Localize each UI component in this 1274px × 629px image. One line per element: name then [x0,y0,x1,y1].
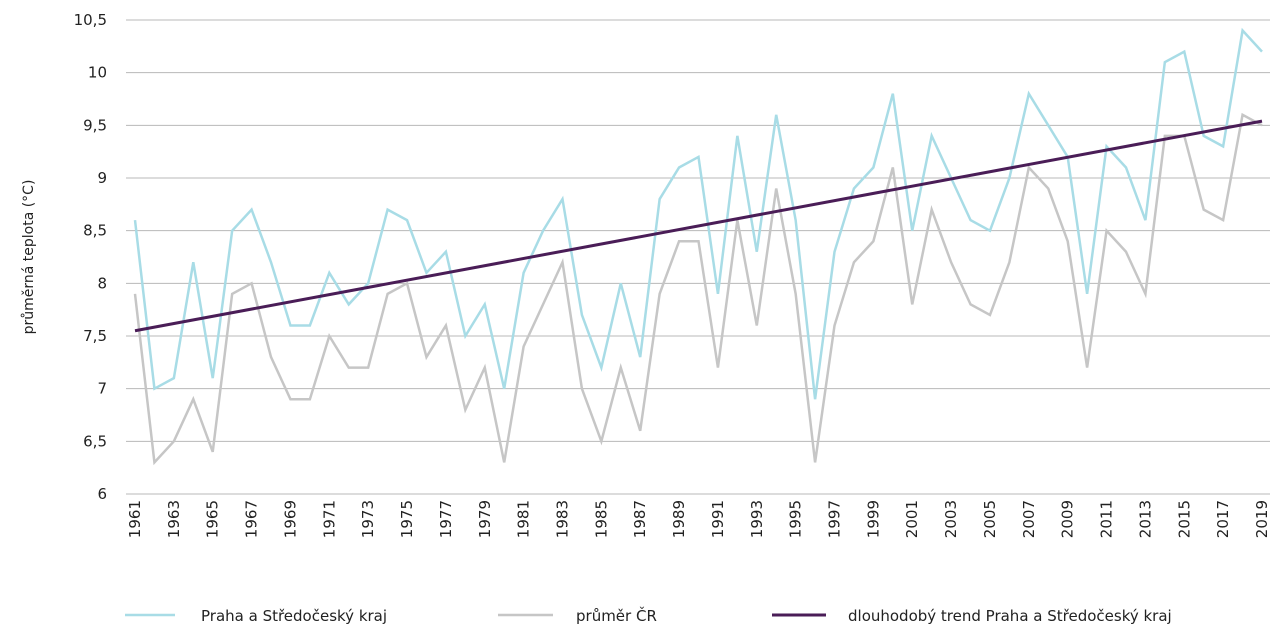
y-tick-label: 10 [88,64,107,82]
x-axis-ticks: 1961 1963 1965 1967 1969 1971 1973 1975 1977 1979… [126,500,1271,538]
x-tick-label: 1979 [476,500,494,538]
x-tick-label: 2009 [1059,500,1077,538]
x-tick-label: 1991 [709,500,727,538]
x-tick-label: 1999 [864,500,882,538]
x-tick-label: 1989 [670,500,688,538]
series-line-0 [133,27,1263,400]
grid-lines [126,19,1270,495]
legend-label: průměr ČR [576,606,657,625]
x-tick-label: 1973 [359,500,377,538]
y-tick-label: 9,5 [83,116,107,134]
x-tick-label: 1993 [748,500,766,538]
x-tick-label: 2015 [1175,500,1193,538]
x-tick-label: 2007 [1020,500,1038,538]
x-tick-label: 1971 [320,500,338,538]
x-tick-label: 1981 [515,500,533,538]
x-tick-label: 2011 [1098,500,1116,538]
x-tick-label: 1983 [553,500,571,538]
x-tick-label: 1965 [204,500,222,538]
y-tick-label: 6 [97,485,107,503]
legend: Praha a Středočeský kraj průměr ČR dlouhod… [125,606,1172,625]
y-tick-label: 8 [97,274,107,292]
y-tick-label: 10,5 [74,11,107,29]
x-tick-label: 2003 [942,500,960,538]
x-tick-label: 1969 [281,500,299,538]
x-tick-label: 1975 [398,500,416,538]
x-tick-label: 1967 [243,500,261,538]
x-tick-label: 1987 [631,500,649,538]
x-tick-label: 1997 [826,500,844,538]
x-tick-label: 2017 [1214,500,1232,538]
x-tick-label: 2013 [1136,500,1154,538]
x-tick-label: 1961 [126,500,144,538]
y-tick-label: 6,5 [83,432,107,450]
x-tick-label: 2019 [1253,500,1271,538]
y-tick-label: 9 [97,169,107,187]
x-tick-label: 1963 [165,500,183,538]
legend-label: dlouhodobý trend Praha a Středočeský kra… [848,607,1172,625]
x-tick-label: 1977 [437,500,455,538]
legend-label: Praha a Středočeský kraj [201,607,387,625]
x-tick-label: 1985 [592,500,610,538]
y-axis-ticks: 6 6,5 7 7,5 8 8,5 9 9,5 10 10,5 [74,11,107,503]
x-tick-label: 1995 [787,500,805,538]
y-tick-label: 7 [97,380,107,398]
series-line-2 [134,119,1263,333]
y-tick-label: 7,5 [83,327,107,345]
y-tick-label: 8,5 [83,222,107,240]
x-tick-label: 2001 [903,500,921,538]
series-lines [133,27,1263,466]
series-line-1 [133,112,1263,466]
y-axis-title: průměrná teplota (°C) [21,180,37,335]
x-tick-label: 2005 [981,500,999,538]
